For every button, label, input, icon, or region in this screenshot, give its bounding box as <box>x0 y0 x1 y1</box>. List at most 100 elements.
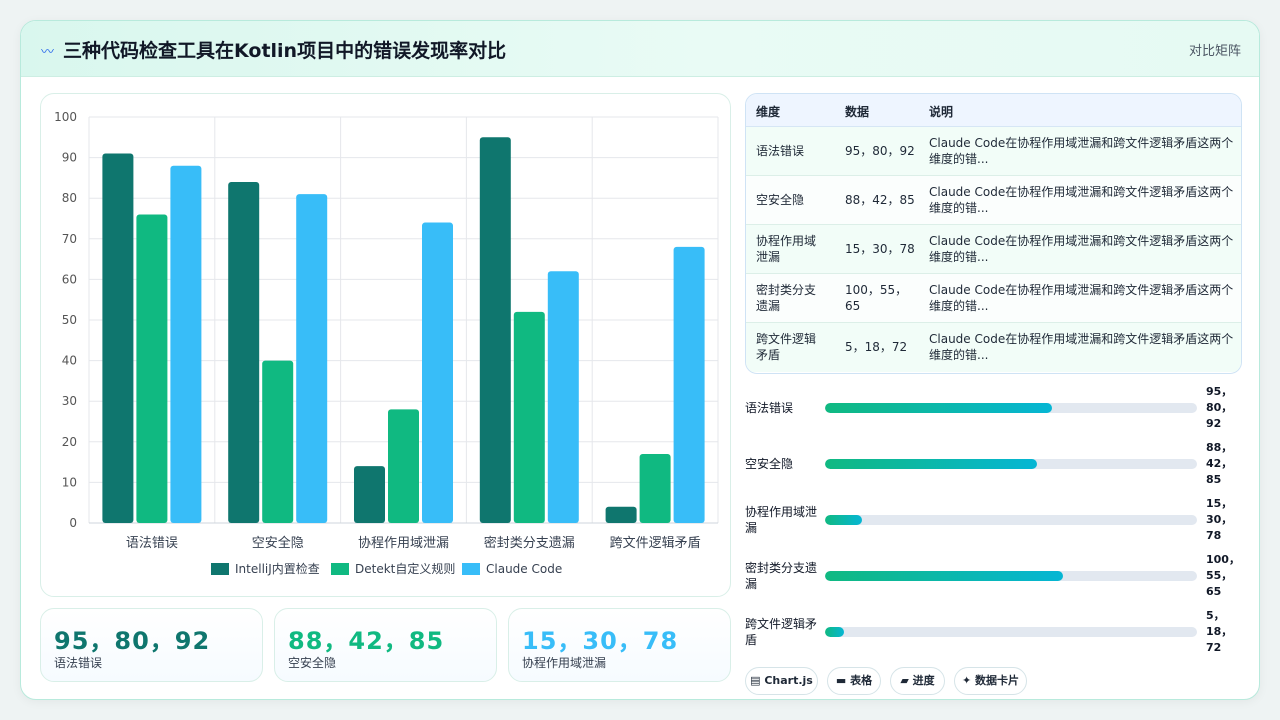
progress-fill <box>825 571 1064 581</box>
progress-track <box>825 627 1197 637</box>
cell-dimension: 协程作用域泄漏 <box>756 234 817 264</box>
y-tick-label: 10 <box>62 475 77 489</box>
bar-chart: 0 10 20 30 40 50 60 70 80 90 100 语法错误 空安全隐 协程作用域泄漏 密封类… <box>54 110 719 576</box>
y-tick-label: 50 <box>62 313 77 327</box>
cell-description: Claude Code在协程作用域泄漏和跨文件逻辑矛盾这两个维度的错... <box>929 283 1234 313</box>
cell-data: 5，18，72 <box>845 340 908 354</box>
progress-fill <box>825 403 1052 413</box>
tag-chartjs[interactable]: ▤ Chart.js <box>745 667 818 695</box>
bar-chart-card: 0 10 20 30 40 50 60 70 80 90 100 语法错误 空安全隐 协程作用域泄漏 密封类… <box>40 93 731 597</box>
bar <box>422 222 453 523</box>
progress-value: 95，80，92 <box>1206 385 1233 430</box>
bar <box>639 453 671 523</box>
progress-row: 密封类分支遗漏 100，55，65 <box>745 551 1245 601</box>
progress-value: 5，18，72 <box>1206 609 1233 654</box>
header-bar: 〰 三种代码检查工具在Kotlin项目中的错误发现率对比 对比矩阵 <box>21 21 1259 77</box>
progress-label: 密封类分支遗漏 <box>745 561 818 591</box>
bar <box>296 194 328 523</box>
bar <box>354 466 385 523</box>
progress-value: 100，55，65 <box>1206 553 1240 598</box>
progress-row: 协程作用域泄漏 15，30，78 <box>745 495 1245 545</box>
progress-label: 语法错误 <box>745 401 794 415</box>
cell-data: 15，30，78 <box>845 242 915 256</box>
progress-fill <box>825 459 1038 469</box>
y-tick-label: 0 <box>69 516 77 530</box>
progress-value: 88，42，85 <box>1206 441 1233 486</box>
table-header: 维度 数据 说明 <box>746 94 1241 127</box>
cell-description: Claude Code在协程作用域泄漏和跨文件逻辑矛盾这两个维度的错... <box>929 185 1234 215</box>
wave-icon: 〰 <box>41 45 55 60</box>
cell-dimension: 空安全隐 <box>756 193 805 207</box>
stat-card-1: 95，80，92 语法错误 <box>40 608 263 682</box>
bar <box>170 165 202 523</box>
legend-label: Detekt自定义规则 <box>355 561 455 576</box>
cell-dimension: 跨文件逻辑矛盾 <box>756 332 817 362</box>
x-tick-label: 协程作用域泄漏 <box>358 535 449 551</box>
cell-dimension: 语法错误 <box>756 144 805 158</box>
progress-fill <box>825 627 844 637</box>
bar <box>547 271 579 523</box>
progress-label: 跨文件逻辑矛盾 <box>745 617 818 647</box>
stat-label: 语法错误 <box>54 656 103 670</box>
legend-swatch <box>462 563 480 575</box>
y-tick-label: 70 <box>62 232 77 246</box>
y-tick-label: 60 <box>62 272 77 286</box>
progress-track <box>825 403 1197 413</box>
bar <box>228 181 260 523</box>
progress-fill <box>825 515 863 525</box>
legend-swatch <box>211 563 229 575</box>
bar <box>605 506 637 523</box>
stat-value: 15，30，78 <box>522 627 679 655</box>
cell-dimension: 密封类分支遗漏 <box>756 283 817 313</box>
column-header-dimension: 维度 <box>756 105 781 119</box>
x-tick-label: 跨文件逻辑矛盾 <box>610 536 701 551</box>
cell-description: Claude Code在协程作用域泄漏和跨文件逻辑矛盾这两个维度的错... <box>929 332 1234 362</box>
y-tick-label: 90 <box>62 151 77 165</box>
bar <box>102 153 134 523</box>
progress-track <box>825 571 1197 581</box>
tag-data-card[interactable]: ✦ 数据卡片 <box>954 667 1027 695</box>
legend-label: IntelliJ内置检查 <box>235 561 320 576</box>
stat-value: 95，80，92 <box>54 627 211 655</box>
x-tick-label: 密封类分支遗漏 <box>484 535 575 551</box>
bar <box>136 214 168 523</box>
y-tick-label: 20 <box>62 435 77 449</box>
progress-track <box>825 515 1197 525</box>
progress-row: 跨文件逻辑矛盾 5，18，72 <box>745 607 1245 657</box>
cell-data: 95，80，92 <box>845 144 915 158</box>
legend-label: Claude Code <box>486 562 562 576</box>
y-tick-label: 30 <box>62 394 77 408</box>
comparison-table: 维度 数据 说明 语法错误 95，80，92 Claude Code在协程作用域… <box>745 93 1242 374</box>
cell-data: 88，42，85 <box>845 193 915 207</box>
bar <box>262 360 294 523</box>
matrix-label: 对比矩阵 <box>1188 44 1241 59</box>
y-tick-label: 40 <box>62 354 77 368</box>
bar <box>388 409 419 523</box>
x-tick-label: 语法错误 <box>126 536 178 551</box>
column-header-data: 数据 <box>845 105 870 119</box>
table-row: 语法错误 95，80，92 Claude Code在协程作用域泄漏和跨文件逻辑矛… <box>746 127 1241 176</box>
stat-card-3: 15，30，78 协程作用域泄漏 <box>508 608 731 682</box>
tag-table[interactable]: ▬ 表格 <box>827 667 881 695</box>
tag-progress[interactable]: ▰ 进度 <box>890 667 945 695</box>
cell-description: Claude Code在协程作用域泄漏和跨文件逻辑矛盾这两个维度的错... <box>929 136 1234 166</box>
bar <box>513 311 545 523</box>
progress-row: 空安全隐 88，42，85 <box>745 439 1245 489</box>
stat-label: 空安全隐 <box>288 656 337 670</box>
table-row: 协程作用域泄漏 15，30，78 Claude Code在协程作用域泄漏和跨文件… <box>746 225 1241 274</box>
progress-label: 协程作用域泄漏 <box>745 505 818 535</box>
page-title: 三种代码检查工具在Kotlin项目中的错误发现率对比 <box>63 40 507 62</box>
table-row: 空安全隐 88，42，85 Claude Code在协程作用域泄漏和跨文件逻辑矛… <box>746 176 1241 225</box>
stat-label: 协程作用域泄漏 <box>522 656 607 670</box>
y-tick-label: 100 <box>54 110 77 124</box>
bar <box>673 246 705 524</box>
bar <box>479 137 511 524</box>
progress-label: 空安全隐 <box>745 457 794 471</box>
cell-data: 100，55，65 <box>845 283 908 313</box>
stat-value: 88，42，85 <box>288 627 445 655</box>
x-tick-label: 空安全隐 <box>252 535 304 551</box>
table-row: 密封类分支遗漏 100，55，65 Claude Code在协程作用域泄漏和跨文… <box>746 274 1241 323</box>
progress-row: 语法错误 95，80，92 <box>745 383 1245 433</box>
dashboard-frame: 〰 三种代码检查工具在Kotlin项目中的错误发现率对比 对比矩阵 0 10 20 3… <box>20 20 1260 700</box>
stat-card-2: 88，42，85 空安全隐 <box>274 608 497 682</box>
